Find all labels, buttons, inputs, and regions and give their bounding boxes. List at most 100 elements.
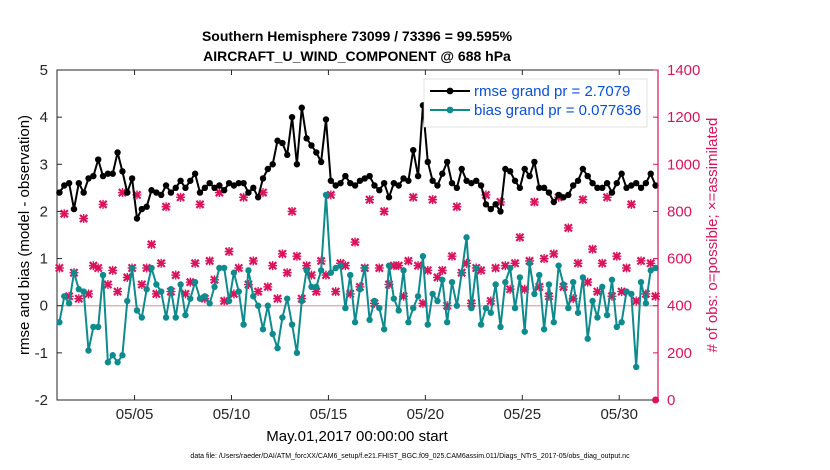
rmse-point: [424, 158, 431, 166]
bias-point: [167, 286, 175, 293]
bias-point: [153, 281, 160, 288]
obs-point: [374, 263, 384, 273]
bias-point: [124, 297, 131, 305]
x-tick-label: 05/25: [504, 406, 542, 423]
bias-point: [380, 326, 388, 333]
rmse-point: [448, 179, 456, 187]
rmse-point: [439, 170, 446, 177]
obs-point: [98, 199, 108, 209]
rmse-point: [342, 172, 349, 180]
rmse-point: [536, 184, 543, 192]
rmse-point: [589, 179, 596, 187]
y-tick-label: 1: [40, 251, 48, 268]
rmse-point: [104, 170, 112, 177]
bias-point: [410, 304, 417, 312]
legend: rmse grand pr = 2.7079 bias grand pr = 0…: [423, 78, 648, 128]
y2-tick-label: 1400: [667, 62, 700, 79]
obs-point: [176, 192, 186, 202]
rmse-point: [492, 201, 499, 208]
bias-point: [351, 319, 359, 326]
rmse-point: [477, 182, 485, 189]
rmse-point: [182, 184, 189, 192]
rmse-point: [196, 189, 204, 196]
bias-point: [221, 264, 228, 272]
bias-point: [337, 262, 344, 269]
obs-point: [592, 287, 602, 297]
bias-point: [191, 278, 199, 286]
y2-axis-label: # of obs: o=possible; ×=assimilated: [704, 118, 721, 353]
rmse-point: [124, 189, 131, 196]
y2-tick-label: 1200: [667, 109, 700, 126]
rmse-point: [303, 135, 310, 142]
obs-point: [171, 270, 181, 280]
obs-point: [268, 261, 278, 271]
rmse-point: [138, 205, 146, 213]
obs-point: [277, 249, 287, 259]
bias-point: [458, 269, 465, 276]
rmse-point: [250, 184, 257, 192]
bias-point: [642, 300, 650, 307]
bias-point: [317, 267, 325, 274]
obs-point: [263, 282, 273, 292]
rmse-point: [405, 177, 412, 184]
rmse-point: [80, 189, 87, 196]
y-tick-label: -2: [35, 392, 48, 409]
bias-point: [158, 288, 165, 295]
rmse-point: [453, 184, 461, 192]
bias-point: [400, 267, 407, 274]
obs-point: [379, 206, 389, 216]
y-tick-label: 5: [40, 62, 48, 79]
rmse-point: [647, 170, 654, 177]
bias-point: [468, 304, 475, 312]
rmse-point: [201, 184, 209, 192]
bias-point: [531, 290, 538, 298]
bias-point: [196, 295, 204, 302]
x-tick-label: 05/15: [310, 406, 348, 423]
rmse-point: [463, 177, 470, 184]
bias-point: [61, 293, 68, 300]
bias-point: [356, 286, 364, 293]
rmse-point: [269, 161, 276, 168]
bias-point: [347, 271, 354, 279]
rmse-point: [230, 182, 238, 189]
rmse-point: [94, 156, 102, 163]
rmse-point: [390, 179, 398, 187]
bias-point: [143, 286, 150, 293]
rmse-point: [560, 194, 567, 201]
rmse-point: [65, 179, 73, 187]
x-tick-label: 05/30: [600, 406, 638, 423]
bias-point: [492, 281, 499, 288]
bias-point: [254, 302, 262, 309]
rmse-point: [594, 184, 601, 192]
obs-point: [253, 287, 263, 297]
rmse-point: [371, 182, 378, 189]
rmse-point: [632, 179, 640, 187]
obs-point: [79, 214, 89, 223]
obs-point: [646, 258, 656, 268]
rmse-point: [521, 165, 528, 173]
bias-point: [463, 234, 470, 241]
rmse-point: [579, 165, 587, 173]
rmse-point: [434, 182, 441, 189]
bias-point: [395, 307, 402, 314]
bias-point: [109, 352, 116, 359]
rmse-point: [191, 170, 199, 177]
rmse-point: [109, 170, 116, 177]
rmse-point: [351, 182, 359, 189]
bias-point: [632, 363, 640, 371]
obs-point: [403, 256, 413, 266]
bias-point: [172, 314, 179, 321]
rmse-point: [473, 177, 480, 184]
y-axis-label: rmse and bias (model - observation): [16, 115, 33, 355]
legend-bias-marker: [446, 106, 454, 114]
bias-point: [128, 264, 136, 272]
rmse-point: [162, 182, 170, 189]
rmse-point: [502, 165, 509, 173]
rmse-point: [361, 175, 368, 182]
bias-point: [555, 262, 562, 269]
bias-point: [230, 269, 238, 276]
obs-point: [491, 263, 501, 273]
obs-point: [59, 209, 69, 219]
rmse-point: [221, 187, 228, 194]
obs-point: [331, 287, 341, 297]
